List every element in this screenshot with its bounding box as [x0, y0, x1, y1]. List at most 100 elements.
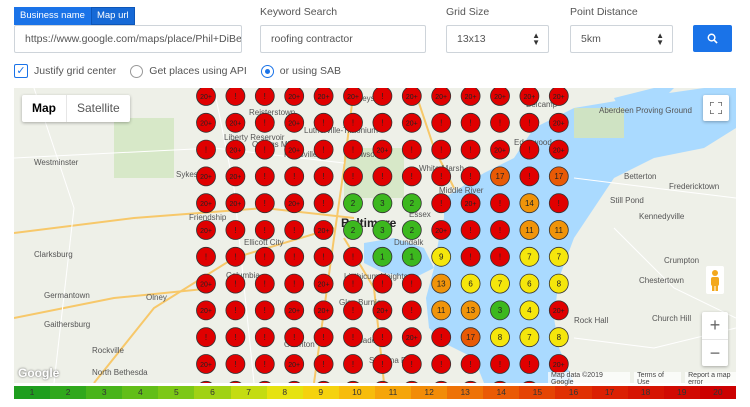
grid-point[interactable]: 20+ — [196, 166, 216, 187]
grid-point[interactable]: 20+ — [401, 327, 422, 348]
grid-point[interactable]: ! — [372, 88, 393, 106]
grid-point[interactable]: 20+ — [460, 193, 481, 214]
terms-link[interactable]: Terms of Use — [634, 372, 682, 386]
grid-point[interactable]: 7 — [519, 327, 540, 348]
api-radio[interactable] — [130, 64, 144, 78]
grid-point[interactable]: ! — [343, 246, 363, 267]
grid-point[interactable]: 7 — [548, 246, 569, 267]
grid-point[interactable]: 20+ — [196, 354, 216, 374]
grid-point[interactable]: 20+ — [372, 300, 393, 321]
grid-point[interactable]: 20+ — [432, 380, 451, 383]
grid-point[interactable]: 6 — [519, 273, 540, 294]
grid-point[interactable]: ! — [225, 246, 246, 267]
grid-point[interactable]: ! — [431, 193, 452, 214]
grid-point[interactable]: ! — [196, 139, 216, 160]
grid-point[interactable]: ! — [460, 354, 481, 374]
grid-point[interactable]: ! — [490, 246, 510, 267]
grid-point[interactable]: 20+ — [548, 139, 569, 160]
grid-point[interactable]: ! — [431, 112, 452, 133]
grid-point[interactable]: 4 — [519, 300, 540, 321]
grid-point[interactable]: ! — [343, 354, 363, 374]
grid-point[interactable]: 17 — [490, 166, 510, 187]
map-view[interactable]: Cockeysville Reisterstown Lutherville-Timo… — [14, 88, 736, 383]
grid-point[interactable]: ! — [490, 193, 510, 214]
grid-point[interactable]: ! — [313, 139, 334, 160]
tab-map-url[interactable]: Map url — [90, 7, 135, 25]
grid-point[interactable]: ! — [254, 88, 275, 106]
grid-point[interactable]: 20+ — [285, 380, 304, 383]
grid-point[interactable]: 20+ — [490, 88, 510, 106]
grid-point[interactable]: ! — [401, 139, 422, 160]
grid-point[interactable]: ! — [254, 300, 275, 321]
grid-point[interactable]: ! — [254, 193, 275, 214]
pegman-icon[interactable] — [706, 266, 724, 294]
grid-point[interactable]: 20+ — [548, 88, 569, 106]
grid-point[interactable]: 20+ — [401, 112, 422, 133]
grid-point[interactable]: ! — [372, 166, 393, 187]
grid-point[interactable]: ! — [313, 246, 334, 267]
grid-point[interactable]: ! — [313, 166, 334, 187]
grid-point[interactable]: ! — [372, 327, 393, 348]
grid-point[interactable]: 2 — [343, 220, 363, 240]
grid-point[interactable]: 20+ — [284, 193, 305, 214]
grid-point[interactable]: 20+ — [196, 193, 216, 214]
grid-point[interactable]: ! — [313, 112, 334, 133]
grid-point[interactable]: ! — [490, 354, 510, 374]
sab-radio[interactable] — [260, 64, 274, 78]
grid-point[interactable]: 11 — [548, 220, 569, 240]
grid-point[interactable]: ! — [343, 139, 363, 160]
fullscreen-button[interactable] — [703, 95, 729, 121]
grid-point[interactable]: 1 — [401, 246, 422, 267]
grid-point[interactable]: 20+ — [519, 88, 540, 106]
grid-point[interactable]: 13 — [431, 273, 452, 294]
grid-point[interactable]: 20+ — [196, 88, 216, 106]
grid-point[interactable]: ! — [254, 220, 275, 240]
search-button[interactable] — [693, 25, 732, 52]
grid-point[interactable]: ! — [460, 112, 481, 133]
grid-point[interactable]: 20+ — [313, 300, 334, 321]
grid-point[interactable]: 20+ — [491, 380, 510, 383]
grid-point[interactable]: ! — [519, 166, 540, 187]
grid-point[interactable]: 20+ — [343, 88, 363, 106]
grid-point[interactable]: ! — [225, 354, 246, 374]
grid-point[interactable]: ! — [343, 166, 363, 187]
grid-point[interactable]: 11 — [519, 220, 540, 240]
grid-point[interactable]: 20+ — [490, 139, 510, 160]
grid-point[interactable]: 20+ — [196, 220, 216, 240]
grid-point[interactable]: ! — [460, 246, 481, 267]
grid-point[interactable]: ! — [343, 112, 363, 133]
point-distance-select[interactable]: 5km ▲ ▼ — [570, 25, 673, 53]
grid-point[interactable]: ! — [431, 327, 452, 348]
grid-point[interactable]: ! — [460, 139, 481, 160]
grid-point[interactable]: ! — [254, 354, 275, 374]
grid-point[interactable]: ! — [460, 220, 481, 240]
grid-point[interactable]: ! — [225, 88, 246, 106]
grid-point[interactable]: ! — [284, 327, 305, 348]
grid-point[interactable]: ! — [519, 112, 540, 133]
grid-point[interactable]: 20+ — [284, 139, 305, 160]
grid-point[interactable]: 7 — [490, 273, 510, 294]
grid-point[interactable]: ! — [196, 246, 216, 267]
grid-point[interactable]: ! — [254, 112, 275, 133]
grid-point[interactable]: ! — [519, 354, 540, 374]
grid-point[interactable]: 20+ — [284, 112, 305, 133]
grid-point[interactable]: ! — [401, 166, 422, 187]
grid-point[interactable]: ! — [313, 327, 334, 348]
zoom-out-button[interactable]: − — [702, 339, 728, 366]
grid-point[interactable]: 2 — [401, 220, 422, 240]
report-error-link[interactable]: Report a map error — [685, 372, 750, 386]
grid-point[interactable]: ! — [313, 354, 334, 374]
grid-point[interactable]: ! — [255, 380, 274, 383]
grid-point[interactable]: 20+ — [461, 380, 480, 383]
grid-point[interactable]: ! — [401, 273, 422, 294]
grid-point[interactable]: ! — [372, 112, 393, 133]
grid-point[interactable]: 20+ — [196, 112, 216, 133]
grid-point[interactable]: ! — [490, 112, 510, 133]
grid-point[interactable]: 20+ — [431, 88, 452, 106]
grid-point[interactable]: ! — [254, 327, 275, 348]
grid-size-select[interactable]: 13x13 ▲ ▼ — [446, 25, 549, 53]
grid-point[interactable]: 20+ — [548, 112, 569, 133]
grid-point[interactable]: ! — [284, 166, 305, 187]
grid-point[interactable]: ! — [284, 273, 305, 294]
keyword-input[interactable]: roofing contractor — [260, 25, 426, 53]
